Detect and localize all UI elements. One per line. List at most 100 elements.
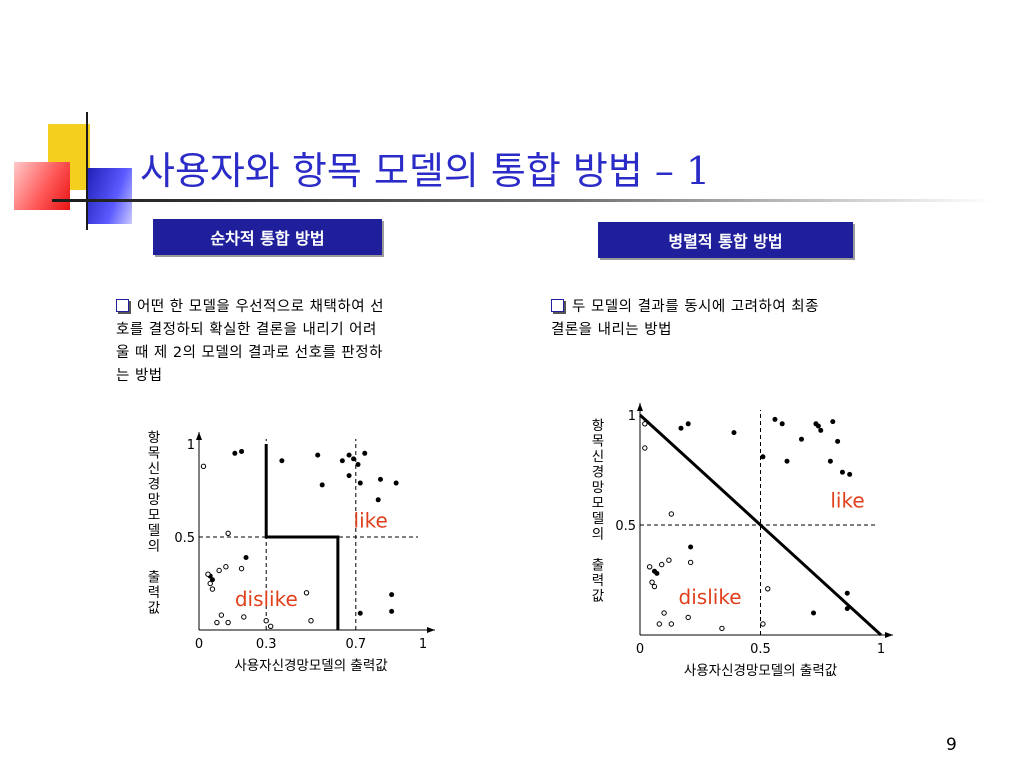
sequential-scatter-chart: 0 0.3 0.7 1 0.5 1 like dislike 사용자신경망모델의 출력값 항 목 신 경… xyxy=(148,430,435,674)
data-point-hollow xyxy=(218,612,225,618)
deco-red-block xyxy=(14,162,70,210)
parallel-description: 두 모델의 결과를 동시에 고려하여 최종 결론을 내리는 방법 xyxy=(551,296,971,342)
data-point-filled xyxy=(351,456,357,462)
x-tick-label: 0.3 xyxy=(256,637,277,652)
data-point-filled xyxy=(678,425,684,431)
data-point-filled xyxy=(835,438,841,444)
data-point-hollow xyxy=(760,621,766,627)
data-point-hollow xyxy=(207,580,213,587)
y-tick-label: 1 xyxy=(628,409,636,424)
x-tick-label: 0 xyxy=(195,637,203,652)
data-point-filled xyxy=(357,480,363,486)
x-axis-arrow-icon xyxy=(885,632,893,638)
deco-vertical-line xyxy=(86,112,88,230)
data-point-hollow xyxy=(651,583,658,590)
parallel-label: 병렬적 통합 방법 xyxy=(598,222,853,258)
x-tick-label: 0.5 xyxy=(750,642,771,657)
data-point-filled xyxy=(362,450,368,456)
x-tick-label: 0.7 xyxy=(345,637,366,652)
region-annotation: dislike xyxy=(235,587,298,611)
y-tick-label: 0.5 xyxy=(615,519,636,534)
data-point-filled xyxy=(377,476,383,482)
data-point-hollow xyxy=(642,421,648,427)
data-point-hollow xyxy=(209,586,216,592)
data-point-filled xyxy=(731,430,737,436)
data-point-filled xyxy=(784,458,790,464)
x-axis-arrow-icon xyxy=(427,627,435,633)
data-point-hollow xyxy=(303,590,310,596)
data-point-hollow xyxy=(214,619,220,626)
data-point-hollow xyxy=(225,619,231,626)
data-point-filled xyxy=(239,448,245,454)
data-point-hollow xyxy=(223,564,229,570)
data-point-filled xyxy=(357,610,363,616)
bullet-line: 두 모델의 결과를 동시에 고려하여 최종 xyxy=(551,296,971,319)
data-point-hollow xyxy=(205,571,211,577)
data-point-filled xyxy=(760,454,766,460)
data-point-hollow xyxy=(666,557,672,563)
decision-boundary xyxy=(264,444,340,630)
data-point-filled xyxy=(847,471,853,477)
data-point-filled xyxy=(844,606,850,612)
bullet-line: 울 때 제 2의 모델의 결과로 선호를 판정하 xyxy=(116,345,383,361)
data-point-hollow xyxy=(765,586,771,592)
data-point-filled xyxy=(654,570,660,576)
y-axis-arrow-icon xyxy=(196,432,202,440)
bullet-line: 어떤 한 모델을 우선적으로 채택하여 선 xyxy=(116,296,536,319)
data-point-filled xyxy=(339,458,345,464)
data-point-hollow xyxy=(308,618,314,624)
data-point-hollow xyxy=(241,614,247,620)
data-point-filled xyxy=(375,497,381,503)
data-point-filled xyxy=(772,416,778,422)
data-point-hollow xyxy=(646,564,653,570)
data-point-hollow xyxy=(687,559,694,566)
x-tick-label: 1 xyxy=(877,642,885,657)
data-point-filled xyxy=(818,427,824,433)
data-point-hollow xyxy=(656,621,662,627)
data-point-filled xyxy=(830,419,836,425)
y-axis-arrow-icon xyxy=(637,403,643,411)
checkbox-bullet-icon xyxy=(551,299,564,312)
data-point-filled xyxy=(685,421,691,427)
bullet-line: 호를 결정하되 확실한 결론을 내리기 어려 xyxy=(116,322,377,338)
data-point-filled xyxy=(346,452,352,458)
data-point-hollow xyxy=(225,530,231,536)
parallel-scatter-chart: 0 0.5 1 0.5 1 like dislike 사용자신경망모델의 출력값 항 목 신 경 망 모 델… xyxy=(592,403,893,679)
x-axis-title: 사용자신경망모델의 출력값 xyxy=(684,663,837,679)
data-point-filled xyxy=(279,458,285,464)
x-tick-label: 1 xyxy=(419,637,427,652)
data-point-filled xyxy=(839,469,845,475)
data-point-hollow xyxy=(267,623,274,629)
data-point-filled xyxy=(243,554,249,560)
data-point-hollow xyxy=(685,614,691,621)
data-point-hollow xyxy=(200,463,207,470)
data-point-filled xyxy=(346,473,352,479)
data-point-filled xyxy=(813,421,819,427)
data-point-filled xyxy=(393,480,399,486)
data-point-hollow xyxy=(216,567,222,574)
data-point-filled xyxy=(798,436,804,442)
x-tick-label: 0 xyxy=(636,642,644,657)
deco-blue-block xyxy=(88,168,132,224)
decision-boundary xyxy=(638,413,883,637)
data-point-hollow xyxy=(668,621,675,627)
data-point-filled xyxy=(315,452,321,458)
y-tick-label: 1 xyxy=(187,438,195,453)
data-point-hollow xyxy=(238,565,245,572)
data-point-hollow xyxy=(719,625,725,632)
title-underline xyxy=(52,199,992,202)
data-point-hollow xyxy=(649,579,655,585)
x-axis-title: 사용자신경망모델의 출력값 xyxy=(234,658,387,674)
data-point-filled xyxy=(811,610,817,616)
data-point-hollow xyxy=(658,561,665,568)
data-point-filled xyxy=(389,592,395,598)
data-point-hollow xyxy=(642,445,648,451)
data-point-hollow xyxy=(661,610,667,616)
bullet-line: 는 방법 xyxy=(116,368,163,384)
data-point-filled xyxy=(232,450,238,456)
checkbox-bullet-icon xyxy=(116,299,129,312)
data-point-filled xyxy=(688,544,694,550)
data-point-filled xyxy=(779,421,785,427)
sequential-label: 순차적 통합 방법 xyxy=(153,219,382,255)
